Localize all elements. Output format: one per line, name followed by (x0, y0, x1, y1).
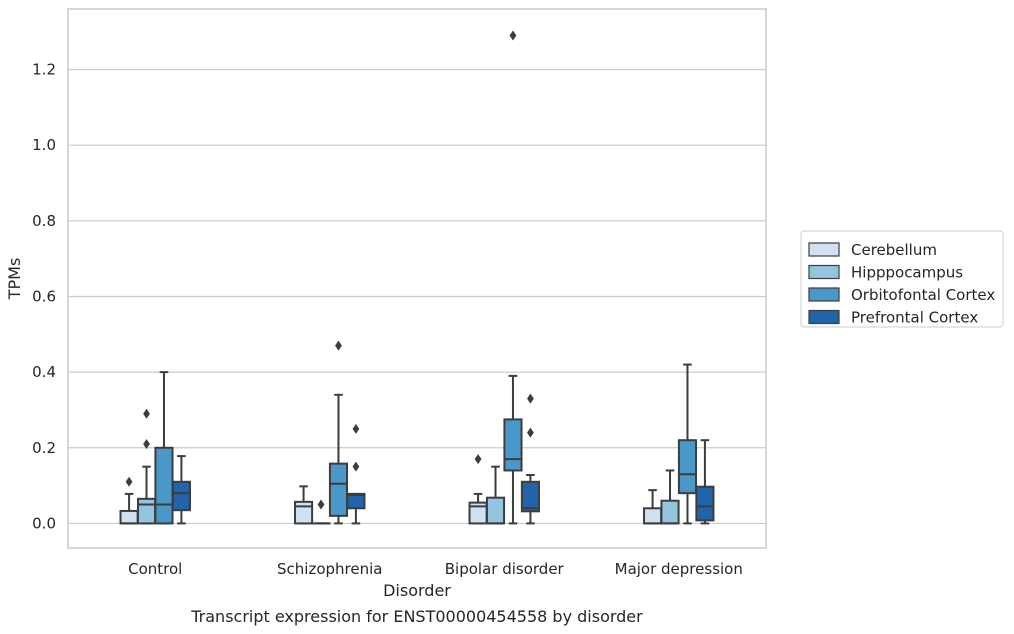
y-tick-label: 1.0 (32, 136, 56, 154)
outlier-point (143, 408, 150, 419)
y-tick-label: 0.0 (32, 514, 56, 532)
x-tick-label: Major depression (615, 560, 743, 578)
outlier-point (509, 30, 517, 41)
y-tick-label: 0.4 (32, 363, 56, 381)
y-axis-title: TPMs (5, 258, 24, 301)
x-tick-label: Schizophrenia (277, 560, 382, 578)
box-body (328, 462, 349, 517)
box-body (485, 496, 506, 525)
legend-swatch (808, 287, 840, 302)
box-cerebellum (468, 454, 488, 525)
box-body (503, 418, 523, 472)
box-body (136, 497, 157, 525)
box-body (171, 480, 191, 512)
box-orbitofontal-cortex (328, 340, 349, 525)
y-tick-label: 0.8 (32, 212, 56, 230)
x-axis-ticks: Control Schizophrenia Bipolar disorder Majo… (128, 560, 743, 578)
legend-label: Cerebellum (851, 241, 937, 259)
x-axis-title: Disorder (383, 581, 451, 600)
box-prefrontal-cortex (520, 393, 540, 525)
box-body (294, 500, 314, 525)
box-orbitofontal-cortex (503, 30, 523, 525)
box-body (677, 439, 698, 495)
x-tick-label: Control (128, 560, 182, 578)
box-orbitofontal-cortex (677, 363, 698, 525)
box-body (346, 492, 366, 510)
box-body (154, 446, 174, 525)
box-body (643, 507, 663, 525)
y-axis-ticks: 0.0 0.2 0.4 0.6 0.8 1.0 1.2 (32, 61, 56, 533)
outlier-point (143, 438, 150, 449)
legend-swatch (808, 264, 840, 280)
box-orbitofontal-cortex (154, 371, 174, 525)
box-body (119, 509, 139, 525)
legend-label: Prefrontal Cortex (851, 309, 978, 327)
outlier-point (527, 427, 534, 438)
y-tick-label: 0.2 (32, 439, 56, 457)
box-cerebellum (643, 489, 663, 525)
outlier-point (317, 499, 325, 510)
box-prefrontal-cortex (695, 439, 715, 525)
x-tick-label: Bipolar disorder (445, 560, 565, 578)
legend-swatch (808, 242, 840, 257)
chart-caption: Transcript expression for ENST0000045455… (190, 607, 643, 626)
box-series (119, 30, 715, 525)
outlier-point (125, 476, 133, 487)
outlier-point (352, 461, 360, 472)
box-hipppocampus (311, 499, 331, 525)
legend-swatch (808, 309, 840, 325)
legend-frame (800, 230, 1004, 328)
y-tick-label: 1.2 (32, 61, 56, 79)
outlier-point (352, 423, 360, 434)
box-hipppocampus (136, 408, 157, 525)
legend-label: Hipppocampus (851, 264, 963, 282)
box-cerebellum (119, 476, 139, 525)
outlier-point (474, 454, 482, 465)
box-body (520, 480, 540, 513)
box-body (695, 485, 715, 522)
y-tick-label: 0.6 (32, 287, 56, 305)
box-hipppocampus (660, 469, 680, 525)
grid-lines (68, 68, 766, 525)
legend: Cerebellum Hipppocampus Orbitofontal Corte… (800, 230, 1004, 328)
outlier-point (527, 393, 534, 404)
legend-label: Orbitofontal Cortex (851, 286, 995, 304)
box-body (660, 499, 680, 525)
outlier-point (335, 340, 342, 351)
box-hipppocampus (485, 465, 506, 525)
box-prefrontal-cortex (346, 423, 366, 525)
box-cerebellum (294, 485, 314, 525)
plot-area (67, 8, 767, 549)
box-prefrontal-cortex (171, 455, 191, 525)
